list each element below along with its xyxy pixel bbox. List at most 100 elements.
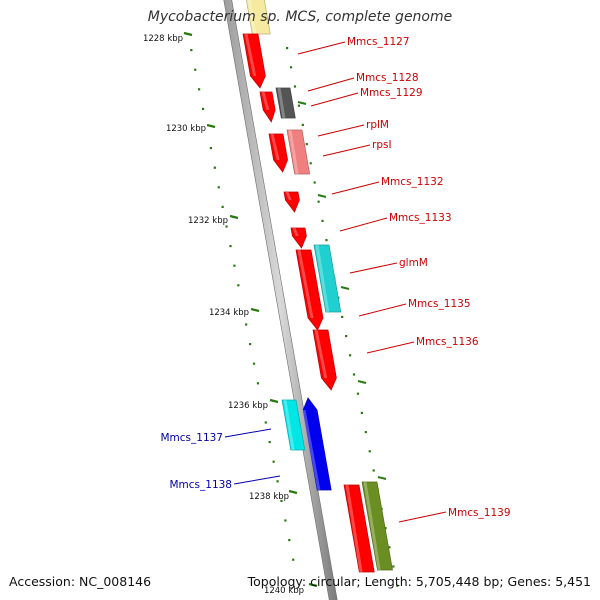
leader-line (339, 217, 388, 232)
major-tick (206, 123, 216, 129)
gene-arrow-highlight (247, 0, 257, 34)
gene-arrow[interactable] (268, 133, 288, 173)
gene-label: Mmcs_1127 (347, 36, 410, 48)
gene-arrow-highlight (244, 34, 257, 76)
minor-tick (392, 565, 395, 568)
minor-tick (256, 382, 260, 385)
gene-arrow-highlight (363, 482, 381, 570)
gene-arrow-highlight (283, 400, 295, 450)
gene-arrow[interactable] (302, 397, 332, 491)
major-tick (357, 380, 367, 384)
gene-arrow[interactable] (283, 191, 300, 213)
label-layer: Mmcs_1127 Mmcs_1128 Mmcs_1129 rplM rpsI Mmcs_… (160, 36, 511, 523)
minor-tick (341, 315, 344, 318)
minor-tick (289, 66, 293, 69)
minor-tick (317, 200, 320, 203)
minor-tick (194, 68, 197, 71)
major-tick (269, 398, 279, 404)
minor-tick (301, 123, 304, 126)
tick-label: 1236 kbp (228, 401, 268, 411)
gene-arrow-highlight (285, 192, 292, 200)
minor-tick (388, 546, 391, 549)
gene-arrow-highlight (345, 485, 363, 572)
gene-label: rplM (366, 119, 389, 131)
gene-label: Mmcs_1136 (416, 336, 479, 348)
gene-label: Mmcs_1129 (360, 87, 423, 99)
minor-tick (293, 85, 297, 88)
minor-tick (201, 107, 205, 110)
gene-arrow[interactable] (259, 91, 276, 123)
minor-tick (280, 499, 283, 502)
gene-arrow[interactable] (313, 244, 342, 313)
leader-line (233, 475, 281, 485)
tick-label: 1232 kbp (188, 216, 228, 226)
gene-arrow[interactable] (290, 227, 307, 249)
leader-line (297, 41, 346, 55)
minor-tick (209, 147, 212, 150)
major-tick (297, 101, 307, 105)
leader-line (358, 303, 407, 317)
accession-text: Accession: NC_008146 (9, 574, 152, 589)
gene-arrow[interactable] (275, 87, 296, 119)
gene-arrow[interactable] (281, 399, 306, 451)
minor-tick (237, 284, 240, 287)
gene-label: Mmcs_1139 (448, 507, 511, 519)
gene-arrow[interactable] (242, 33, 266, 89)
gene-arrow[interactable] (361, 481, 393, 571)
leader-line (322, 144, 371, 157)
major-tick (250, 307, 260, 313)
gene-arrow[interactable] (343, 484, 375, 573)
minor-tick (190, 49, 193, 52)
major-tick (308, 582, 318, 588)
minor-tick (198, 88, 201, 91)
minor-tick (217, 186, 220, 189)
minor-tick (321, 219, 324, 222)
minor-tick (286, 47, 289, 50)
gene-arrow-highlight (314, 330, 328, 378)
leader-line (307, 77, 355, 92)
gene-arrow-highlight (288, 130, 299, 174)
gene-arrow[interactable] (245, 0, 271, 35)
gene-arrow[interactable] (286, 129, 311, 175)
gene-arrow-highlight (302, 410, 321, 490)
gene-arrow-highlight (297, 250, 314, 318)
minor-tick (245, 323, 248, 326)
tick-label: 1238 kbp (249, 492, 289, 502)
minor-tick (272, 460, 275, 463)
gene-arrow[interactable] (295, 249, 324, 331)
gene-label: Mmcs_1132 (381, 176, 444, 188)
leader-line (331, 181, 380, 195)
tick-label: 1230 kbp (166, 124, 206, 134)
major-tick (288, 489, 298, 495)
leader-line (366, 341, 415, 354)
minor-tick (252, 362, 256, 365)
gene-arrow-highlight (261, 92, 270, 110)
gene-arrow-highlight (270, 134, 280, 160)
minor-tick (264, 421, 267, 424)
minor-tick (360, 411, 363, 414)
major-tick (183, 31, 193, 37)
tick-label: 1240 kbp (264, 586, 304, 596)
minor-tick (356, 392, 360, 395)
minor-tick (368, 450, 371, 453)
minor-tick (284, 519, 287, 522)
gene-arrow[interactable] (312, 329, 337, 391)
gene-layer (242, 0, 393, 573)
minor-tick (372, 469, 375, 472)
minor-tick (313, 181, 316, 184)
minor-tick (309, 162, 312, 165)
major-tick (229, 214, 239, 220)
gene-arrow-highlight (292, 228, 299, 236)
gene-label: Mmcs_1138 (169, 479, 232, 491)
minor-tick (384, 527, 387, 530)
minor-tick (213, 166, 216, 169)
minor-tick (352, 373, 356, 376)
major-tick (340, 286, 350, 290)
major-tick (377, 476, 387, 480)
leader-line (398, 511, 447, 523)
tick-label: 1228 kbp (143, 34, 183, 44)
leader-line (224, 428, 272, 438)
minor-tick (325, 239, 328, 242)
